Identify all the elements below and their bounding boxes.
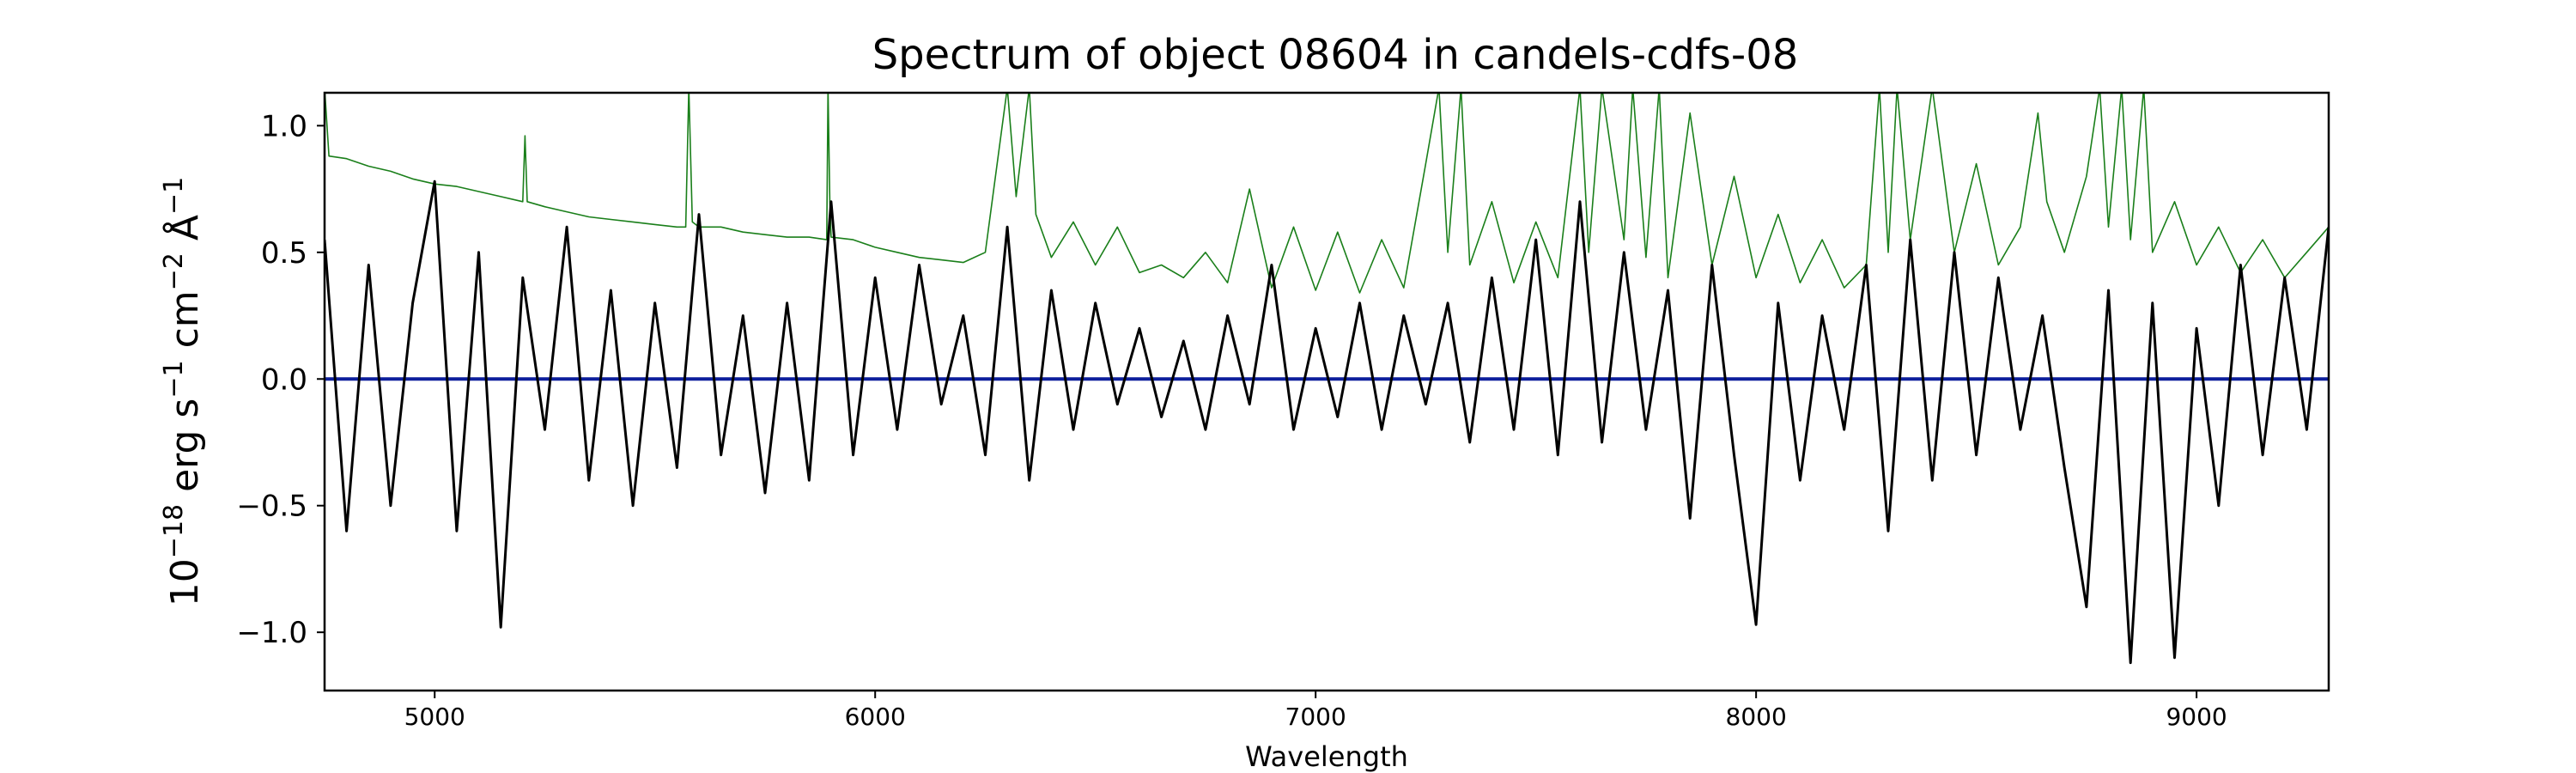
chart-title: Spectrum of object 08604 in candels-cdfs… [872,31,1799,79]
x-tick-label: 8000 [1726,703,1787,731]
y-tick-label: 0.0 [261,362,307,397]
y-tick-label: 1.0 [261,109,307,143]
x-axis-label: Wavelength [1245,740,1408,773]
x-tick-label: 9000 [2166,703,2227,731]
y-tick-label: 0.5 [261,236,307,271]
series-line-flux [325,180,2329,665]
y-label-angstrom: Å [161,215,207,253]
axes-frame [323,91,2330,692]
y-label-erg: erg s [163,399,207,504]
series-line-noise [325,93,2329,294]
x-axis-ticks: 5000 6000 7000 8000 9000 [404,691,2227,731]
y-label-a-exp: −1 [159,177,189,215]
y-label-cm: cm [163,290,207,360]
x-tick-label: 6000 [845,703,906,731]
y-tick-label: −0.5 [236,490,307,524]
y-tick-label: −1.0 [236,616,307,650]
y-axis-ticks: −1.0 −0.5 0.0 0.5 1.0 [236,109,325,650]
y-label-s-exp: −1 [159,360,189,398]
y-label-cm-exp: −2 [159,253,189,290]
y-label-exp: −18 [159,504,189,558]
y-axis-label: 10−18 erg s−1 cm−2 Å−1 [159,177,207,606]
y-label-base: 10 [163,558,207,606]
plot-content [325,93,2329,665]
x-tick-label: 7000 [1285,703,1346,731]
x-tick-label: 5000 [404,703,465,731]
